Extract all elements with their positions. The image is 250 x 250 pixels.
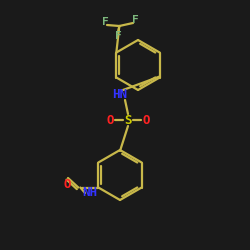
Text: O: O <box>63 178 71 192</box>
Text: F: F <box>102 17 108 27</box>
Text: HN: HN <box>112 88 128 102</box>
Text: O: O <box>142 114 150 126</box>
Text: F: F <box>132 15 138 25</box>
Text: F: F <box>114 31 121 41</box>
Text: NH: NH <box>82 186 98 200</box>
Text: S: S <box>124 114 132 126</box>
Text: O: O <box>106 114 114 126</box>
